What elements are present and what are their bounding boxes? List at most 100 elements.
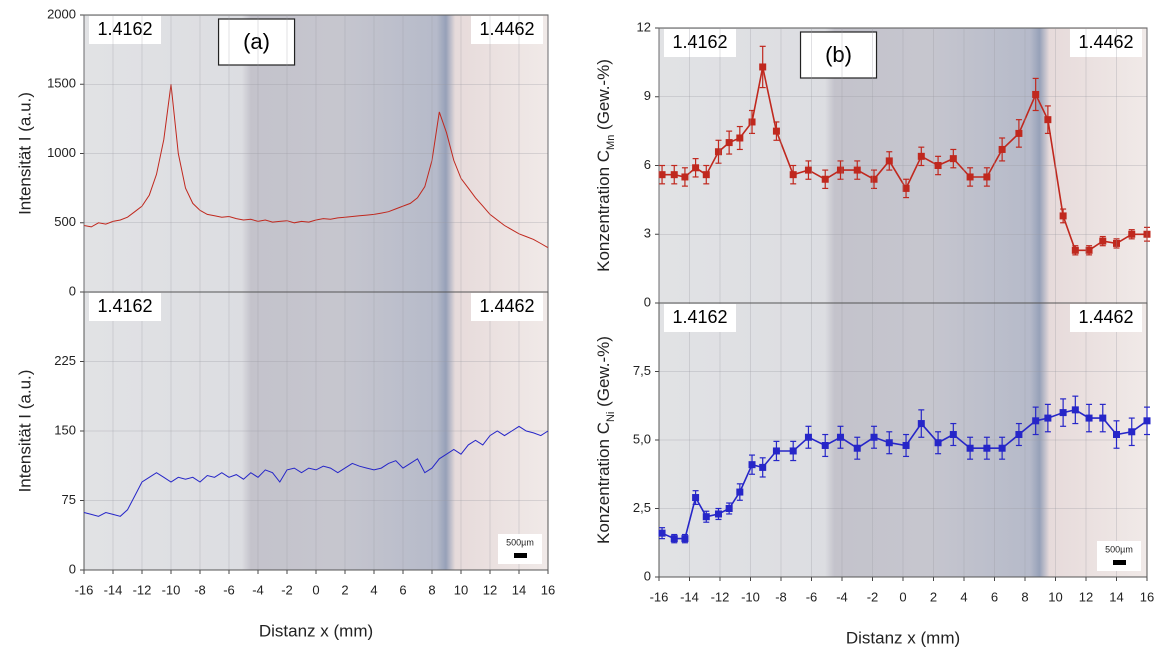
data-marker [736,488,744,496]
scale-bar-box [498,534,542,564]
scale-bar [1113,560,1126,565]
x-tick-label: 8 [1021,589,1028,604]
x-tick-label: -10 [162,582,181,597]
y-tick-label: 0 [644,568,651,583]
y-tick-label: 3 [644,226,651,241]
x-tick-label: 14 [1109,589,1123,604]
data-marker [702,171,710,179]
y-tick-label: 5,0 [633,431,651,446]
x-tick-label: -6 [223,582,235,597]
material-label: 1.4162 [97,296,152,316]
data-marker [789,447,797,455]
data-marker [1044,414,1052,422]
data-marker [902,184,910,192]
data-marker [772,127,780,135]
x-tick-label: 4 [960,589,967,604]
data-marker [870,175,878,183]
data-marker [870,433,878,441]
data-marker [853,166,861,174]
y-tick-label: 150 [54,422,76,437]
data-marker [821,175,829,183]
data-marker [670,171,678,179]
data-marker [714,148,722,156]
x-tick-label: 14 [512,582,526,597]
data-marker [804,166,812,174]
material-label-box [1070,29,1142,57]
data-marker [1128,230,1136,238]
y-tick-label: 0 [69,283,76,298]
x-tick-label: -16 [75,582,94,597]
material-label-box [664,304,736,332]
data-marker [902,441,910,449]
data-marker [759,463,767,471]
y-axis-title: Intensität I (a.u.) [15,370,34,493]
data-marker [821,441,829,449]
x-tick-label: 12 [483,582,497,597]
y-axis-title-part: (Gew.-%) [594,59,613,135]
data-marker [1099,414,1107,422]
data-marker [725,505,733,512]
data-marker [1015,129,1023,137]
data-marker [966,444,974,452]
x-tick-label: 6 [991,589,998,604]
data-marker [1015,431,1023,439]
material-label-box [1070,304,1142,332]
x-tick-label: 2 [341,582,348,597]
x-tick-label: 12 [1079,589,1093,604]
data-marker [681,535,689,543]
x-tick-label: 16 [541,582,555,597]
data-marker [1143,417,1151,425]
material-label: 1.4462 [1078,307,1133,327]
y-axis-title-part: Ni [605,412,617,422]
y-tick-label: 9 [644,88,651,103]
data-marker [1059,212,1067,220]
y-axis-title-part: Konzentration C [594,422,613,544]
y-tick-label: 12 [637,19,651,34]
x-tick-label: 10 [454,582,468,597]
x-tick-label: 0 [312,582,319,597]
x-tick-label: -8 [194,582,206,597]
x-axis-title: Distanz x (mm) [259,621,373,640]
data-line [83,425,549,517]
data-marker [692,494,700,502]
data-marker [1044,116,1052,124]
y-tick-label: 0 [644,294,651,309]
data-marker [983,173,991,181]
x-tick-label: 10 [1048,589,1062,604]
y-axis-title: Konzentration CMn (Gew.-%) [594,59,616,272]
data-marker [836,433,844,441]
material-label-box [664,29,736,57]
y-axis-title: Intensität I (a.u.) [15,92,34,215]
data-marker [983,444,991,452]
data-marker [1071,406,1079,414]
scale-bar-label: 500µm [1105,544,1133,554]
data-marker [885,439,893,447]
y-tick-label: 500 [54,214,76,229]
y-tick-label: 75 [62,492,76,507]
panel-label-box [799,31,878,79]
data-marker [736,134,744,142]
data-marker [804,433,812,441]
data-marker [692,164,700,172]
y-tick-label: 1000 [47,145,76,160]
x-tick-label: -2 [867,589,879,604]
x-tick-label: 6 [399,582,406,597]
panel-label: (a) [243,29,270,54]
data-marker [748,461,756,469]
panel-label-box [217,18,296,66]
x-tick-label: -16 [650,589,669,604]
panel-label: (b) [825,42,852,67]
data-marker [836,166,844,174]
data-marker [681,173,689,181]
material-label-box [471,293,543,321]
x-tick-label: -12 [133,582,152,597]
y-tick-label: 2000 [47,6,76,21]
scale-bar-label: 500µm [506,537,534,547]
y-axis-title-part: (Gew.-%) [594,336,613,412]
material-label: 1.4462 [479,296,534,316]
data-marker [1071,246,1079,254]
x-tick-label: -4 [836,589,848,604]
data-marker [748,118,756,126]
data-marker [853,444,861,452]
data-marker [658,529,666,537]
